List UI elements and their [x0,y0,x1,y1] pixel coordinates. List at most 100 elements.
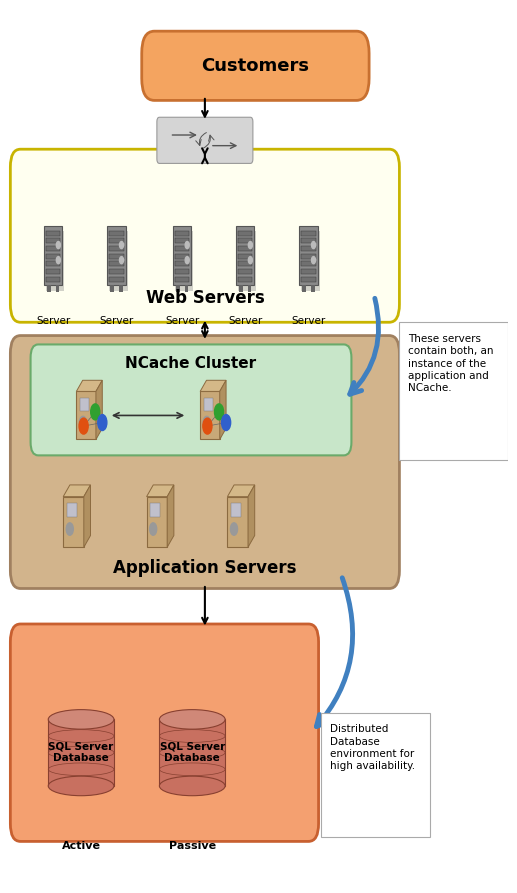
FancyBboxPatch shape [159,720,225,786]
Text: Distributed
Database
environment for
high availability.: Distributed Database environment for hig… [330,724,415,772]
FancyBboxPatch shape [110,277,124,282]
Text: NCache Cluster: NCache Cluster [126,356,256,371]
Text: Server: Server [228,316,263,326]
FancyBboxPatch shape [238,254,252,259]
Circle shape [119,241,124,248]
FancyBboxPatch shape [301,254,315,259]
FancyBboxPatch shape [63,497,84,547]
Ellipse shape [48,776,114,796]
FancyBboxPatch shape [238,262,252,266]
FancyBboxPatch shape [176,285,179,291]
Polygon shape [200,380,226,391]
Polygon shape [220,380,226,439]
FancyBboxPatch shape [10,149,400,322]
FancyBboxPatch shape [111,285,114,291]
FancyBboxPatch shape [400,322,508,460]
FancyBboxPatch shape [46,269,60,274]
FancyBboxPatch shape [46,230,60,236]
Polygon shape [248,485,255,547]
FancyBboxPatch shape [110,262,124,266]
FancyBboxPatch shape [46,254,60,259]
FancyBboxPatch shape [10,624,318,841]
Text: Server: Server [99,316,133,326]
Circle shape [90,404,100,420]
FancyBboxPatch shape [200,391,220,439]
FancyBboxPatch shape [108,226,126,285]
FancyBboxPatch shape [321,713,430,837]
FancyBboxPatch shape [110,238,124,243]
FancyBboxPatch shape [175,230,189,236]
Circle shape [185,256,189,263]
FancyBboxPatch shape [238,269,252,274]
Circle shape [185,241,189,248]
FancyBboxPatch shape [56,285,59,291]
Polygon shape [167,485,174,547]
FancyBboxPatch shape [110,231,128,290]
Circle shape [215,404,223,420]
FancyBboxPatch shape [238,246,252,251]
FancyBboxPatch shape [175,254,189,259]
FancyBboxPatch shape [47,285,51,291]
FancyBboxPatch shape [31,345,352,455]
FancyBboxPatch shape [175,231,193,290]
FancyBboxPatch shape [299,226,317,285]
FancyBboxPatch shape [44,226,63,285]
Polygon shape [147,485,174,497]
FancyBboxPatch shape [204,397,213,411]
FancyBboxPatch shape [175,277,189,282]
FancyBboxPatch shape [301,231,320,290]
FancyBboxPatch shape [119,285,123,291]
FancyBboxPatch shape [46,238,60,243]
Circle shape [149,522,157,535]
Text: Server: Server [36,316,70,326]
FancyBboxPatch shape [301,230,315,236]
FancyBboxPatch shape [46,246,60,251]
Text: SQL Server
Database: SQL Server Database [49,742,114,764]
FancyBboxPatch shape [110,230,124,236]
FancyBboxPatch shape [301,238,315,243]
Circle shape [248,256,252,263]
FancyBboxPatch shape [10,336,400,588]
Ellipse shape [159,776,225,796]
FancyBboxPatch shape [67,504,77,518]
Text: SQL Server
Database: SQL Server Database [160,742,225,764]
Text: Web Servers: Web Servers [145,289,264,307]
FancyBboxPatch shape [238,231,256,290]
Text: Server: Server [292,316,326,326]
FancyBboxPatch shape [248,285,251,291]
Circle shape [66,522,73,535]
FancyBboxPatch shape [302,285,306,291]
Circle shape [56,241,60,248]
FancyBboxPatch shape [46,262,60,266]
Text: Customers: Customers [202,57,309,75]
FancyBboxPatch shape [311,285,314,291]
FancyBboxPatch shape [110,246,124,251]
Ellipse shape [159,710,225,730]
Circle shape [79,418,88,434]
Circle shape [80,416,86,429]
FancyBboxPatch shape [157,117,253,163]
FancyBboxPatch shape [239,285,243,291]
FancyBboxPatch shape [175,246,189,251]
Polygon shape [96,380,102,439]
FancyBboxPatch shape [48,720,114,786]
FancyBboxPatch shape [175,238,189,243]
FancyBboxPatch shape [238,238,252,243]
Polygon shape [63,485,90,497]
Circle shape [56,256,60,263]
FancyBboxPatch shape [110,254,124,259]
Circle shape [119,256,124,263]
FancyBboxPatch shape [238,230,252,236]
Circle shape [248,241,252,248]
Ellipse shape [48,710,114,730]
Circle shape [222,414,231,430]
FancyBboxPatch shape [46,277,60,282]
Text: Application Servers: Application Servers [113,559,297,577]
Circle shape [312,241,315,248]
Text: These servers
contain both, an
instance of the
application and
NCache.: These servers contain both, an instance … [408,334,494,394]
FancyBboxPatch shape [185,285,188,291]
FancyBboxPatch shape [147,497,167,547]
FancyBboxPatch shape [227,497,248,547]
FancyBboxPatch shape [80,397,89,411]
FancyBboxPatch shape [173,226,191,285]
